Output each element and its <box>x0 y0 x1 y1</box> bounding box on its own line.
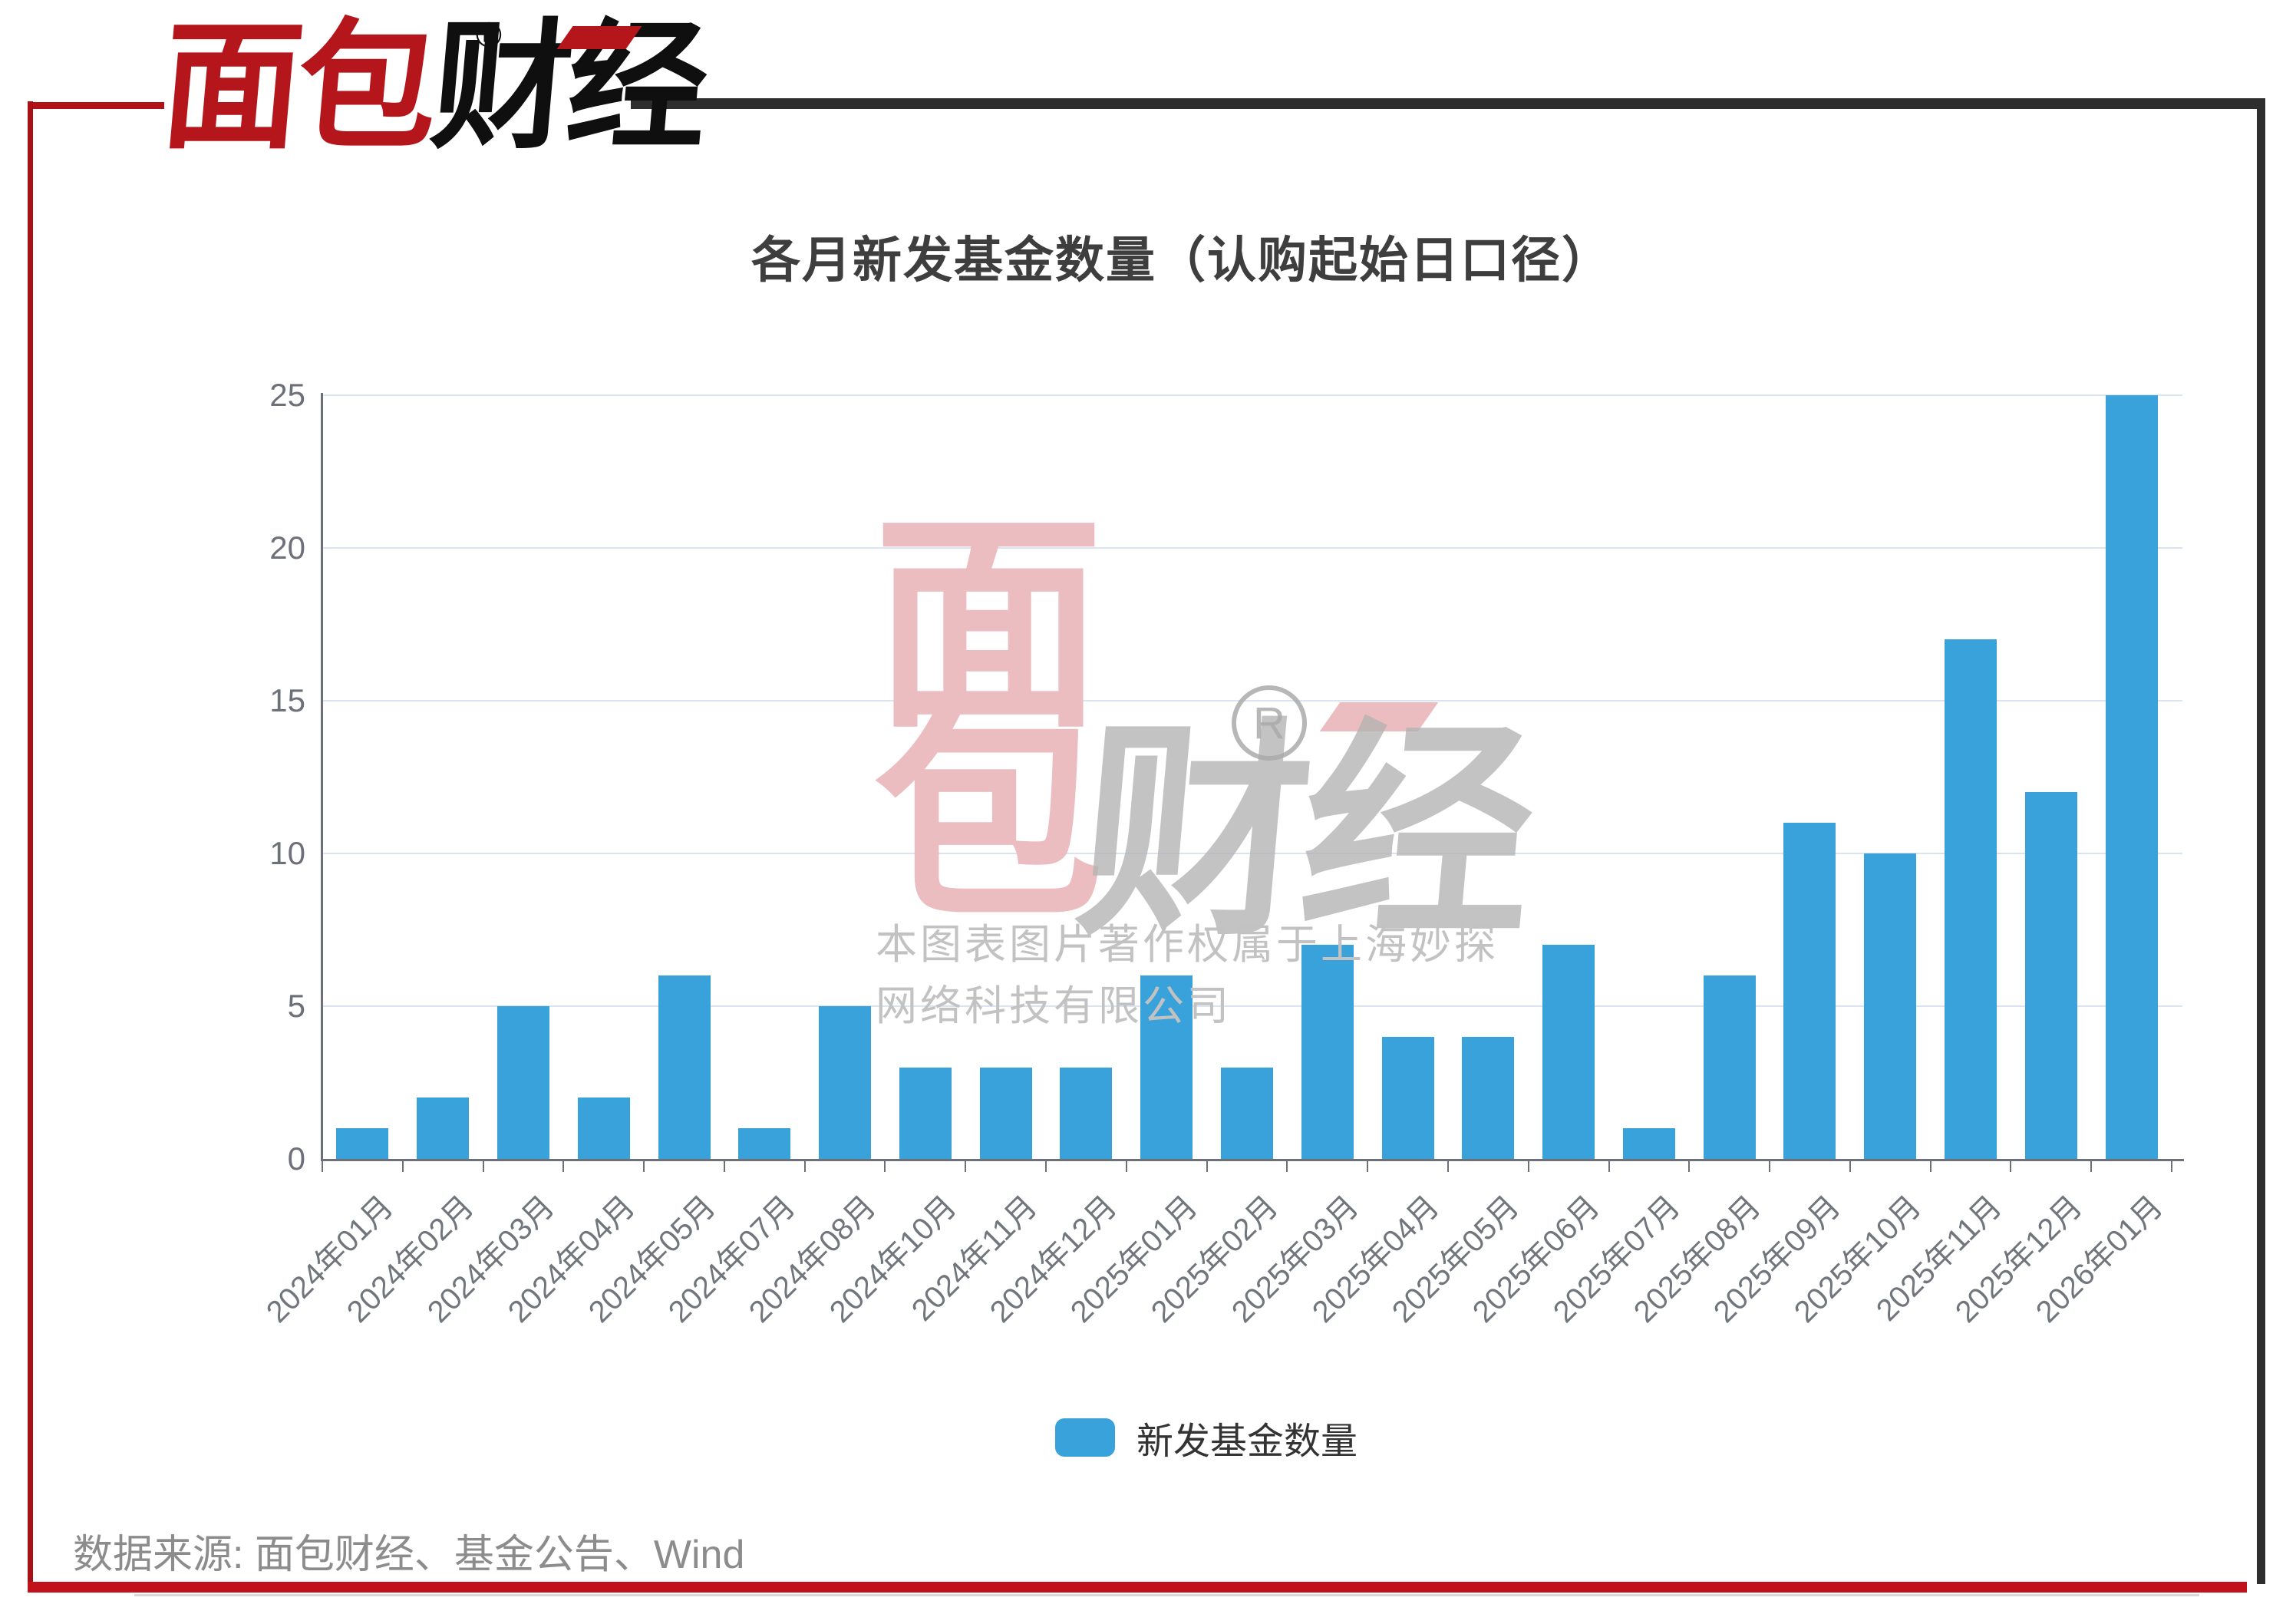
bar <box>1703 975 1756 1159</box>
y-axis-tick-label: 10 <box>269 835 305 871</box>
bar <box>1542 945 1595 1159</box>
bar <box>899 1067 952 1159</box>
frame-left-red-line <box>28 101 33 1583</box>
x-axis-tick <box>1527 1161 1529 1172</box>
bar <box>738 1128 791 1159</box>
bar <box>1060 1067 1113 1159</box>
bar <box>1622 1128 1675 1159</box>
bar <box>658 975 711 1159</box>
gridline <box>322 1005 2182 1007</box>
y-axis-tick-label: 15 <box>269 682 305 718</box>
x-axis-tick <box>401 1161 404 1172</box>
x-axis-tick <box>884 1161 886 1172</box>
x-axis-tick <box>2090 1161 2093 1172</box>
bar <box>979 1067 1032 1159</box>
x-axis-tick <box>1447 1161 1449 1172</box>
x-axis-tick <box>1367 1161 1369 1172</box>
bar <box>577 1098 630 1159</box>
bar <box>819 1006 872 1159</box>
x-axis-tick <box>1125 1161 1127 1172</box>
gridline <box>322 547 2182 549</box>
bar <box>1462 1036 1515 1159</box>
frame-top-dark-line <box>631 98 2265 109</box>
data-source-note: 数据来源: 面包财经、基金公告、Wind <box>73 1533 745 1577</box>
x-axis-tick <box>1769 1161 1771 1172</box>
gridline <box>322 394 2182 396</box>
bar <box>1381 1036 1434 1159</box>
y-axis-tick-label: 25 <box>269 377 305 413</box>
x-axis-line <box>321 1159 2184 1161</box>
legend-label: 新发基金数量 <box>1136 1421 1358 1462</box>
gridline <box>322 853 2182 854</box>
x-axis-tick <box>1045 1161 1047 1172</box>
bar <box>336 1128 389 1159</box>
x-axis-tick <box>643 1161 645 1172</box>
x-axis-tick <box>482 1161 484 1172</box>
bar <box>1783 823 1836 1159</box>
x-axis-tick <box>2010 1161 2012 1172</box>
x-axis-tick <box>723 1161 725 1172</box>
y-axis-tick-label: 5 <box>287 988 305 1024</box>
chart-title: 各月新发基金数量（认购起始日口径） <box>751 233 1612 288</box>
frame-bottom-red-line <box>28 1582 2247 1593</box>
bar <box>2024 792 2077 1159</box>
x-axis-tick <box>1849 1161 1851 1172</box>
x-axis-tick <box>322 1161 323 1172</box>
bar <box>1945 639 1997 1159</box>
gridline <box>322 700 2182 701</box>
x-axis-tick <box>1929 1161 1931 1172</box>
bar <box>2105 395 2158 1159</box>
frame-bottom-gray-line <box>134 1594 2199 1596</box>
x-axis-tick <box>1688 1161 1691 1172</box>
bar <box>417 1098 470 1159</box>
x-axis-tick <box>803 1161 806 1172</box>
y-axis-tick-label: 20 <box>269 530 305 566</box>
bar <box>496 1006 549 1159</box>
registered-trademark-icon: ® <box>476 15 502 54</box>
legend-swatch <box>1054 1418 1115 1457</box>
chart-legend: 新发基金数量 <box>1054 1411 1358 1464</box>
frame-right-dark-line <box>2257 98 2265 1584</box>
frame-top-left-red-line <box>28 102 164 109</box>
y-axis-tick-label: 0 <box>287 1140 305 1177</box>
x-axis-tick <box>562 1161 565 1172</box>
bar <box>1864 853 1917 1159</box>
x-axis-tick <box>965 1161 967 1172</box>
bar <box>1301 945 1354 1159</box>
y-axis-line <box>321 393 323 1161</box>
bar <box>1140 975 1193 1159</box>
x-axis-tick <box>2171 1161 2172 1172</box>
x-axis-tick <box>1608 1161 1610 1172</box>
bar <box>1221 1067 1273 1159</box>
x-axis-tick <box>1206 1161 1208 1172</box>
x-axis-tick <box>1286 1161 1288 1172</box>
